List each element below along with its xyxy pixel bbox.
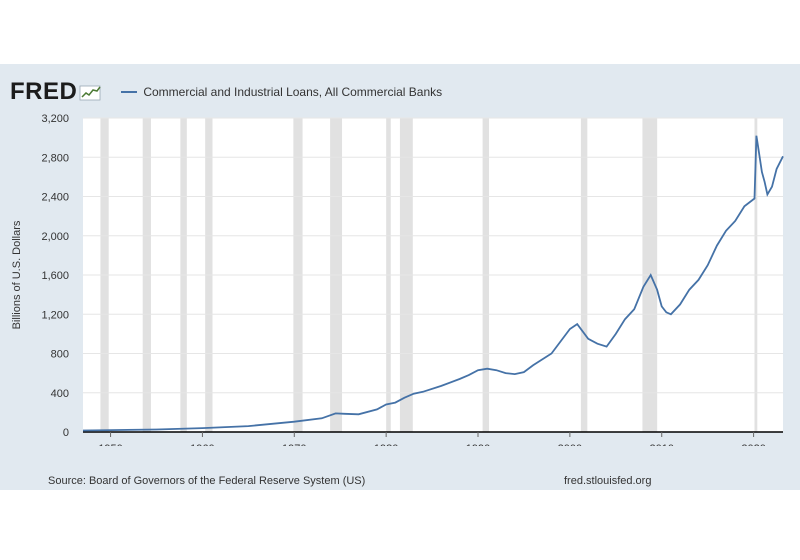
- legend-label: Commercial and Industrial Loans, All Com…: [143, 85, 443, 99]
- y-tick-label: 400: [51, 388, 69, 400]
- site-url[interactable]: fred.stlouisfed.org: [564, 475, 652, 487]
- y-tick-label: 2,800: [41, 152, 69, 164]
- x-tick-label: 1990: [466, 443, 490, 446]
- x-tick-label: 2020: [741, 443, 765, 446]
- x-tick-label: 1970: [282, 443, 306, 446]
- line-chart: 0 400 800 1,200 1,600 2,000 2,400 2,800 3,200 19…: [11, 113, 784, 446]
- fred-logo: FRED: [10, 78, 78, 105]
- sparkline-icon: [79, 85, 101, 101]
- x-tick-labels: 1950 1960 1970 1980 1990 2000 2010 2020: [98, 432, 766, 446]
- chart-header: FRED Commercial and Industrial Loans, Al…: [10, 78, 442, 106]
- x-tick-label: 2000: [558, 443, 582, 446]
- y-tick-labels: 0 400 800 1,200 1,600 2,000 2,400 2,800 3,200: [41, 113, 69, 439]
- y-tick-label: 3,200: [41, 113, 69, 125]
- legend-swatch: [121, 91, 138, 93]
- y-tick-label: 0: [63, 427, 69, 439]
- source-note: Source: Board of Governors of the Federa…: [48, 475, 366, 487]
- x-tick-label: 1980: [374, 443, 398, 446]
- x-tick-label: 1960: [190, 443, 214, 446]
- grid-lines: [83, 117, 783, 394]
- x-tick-label: 1950: [98, 443, 122, 446]
- y-axis-label: Billions of U.S. Dollars: [11, 220, 23, 329]
- y-tick-label: 2,000: [41, 231, 69, 243]
- y-tick-label: 1,600: [41, 270, 69, 282]
- y-tick-label: 1,200: [41, 309, 69, 321]
- series-line: [82, 135, 784, 432]
- x-tick-label: 2010: [649, 443, 673, 446]
- y-tick-label: 2,400: [41, 192, 69, 204]
- y-tick-label: 800: [51, 349, 69, 361]
